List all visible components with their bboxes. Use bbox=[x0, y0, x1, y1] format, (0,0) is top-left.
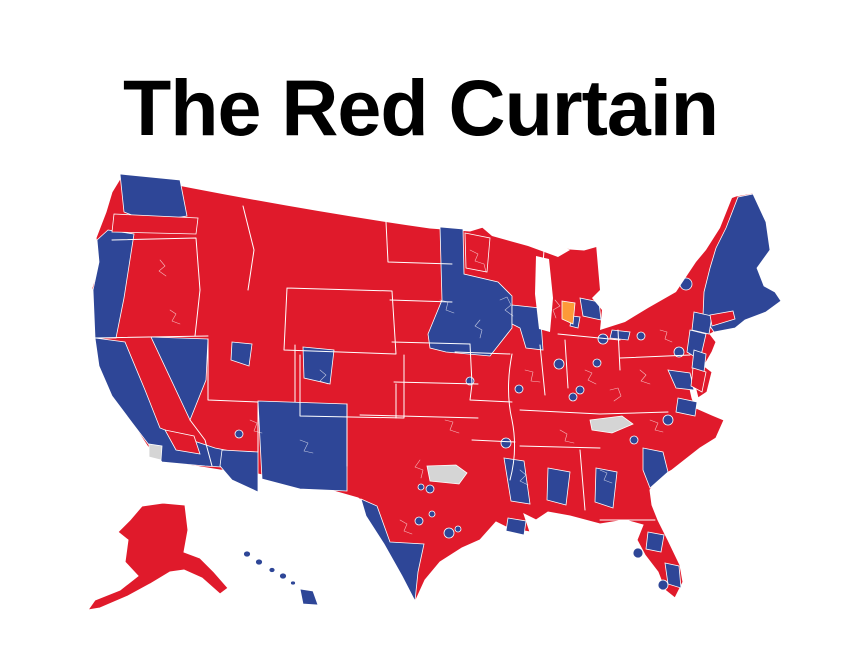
east-tennessee-gray-district bbox=[589, 415, 634, 434]
hawaii-kauai bbox=[243, 550, 251, 558]
eastern-shore-district bbox=[690, 367, 707, 393]
cleveland-district bbox=[609, 329, 631, 341]
phoenix-district bbox=[234, 429, 244, 439]
alaska bbox=[86, 502, 229, 611]
philadelphia-district bbox=[673, 346, 685, 358]
water-layer bbox=[478, 193, 734, 332]
san-antonio-district bbox=[414, 516, 424, 526]
denver-districts bbox=[302, 346, 335, 385]
state-borders-layer bbox=[94, 205, 691, 521]
nyc-districts bbox=[691, 311, 713, 335]
long-island-districts bbox=[709, 310, 736, 327]
tampa-district bbox=[632, 547, 644, 559]
lake-superior bbox=[478, 219, 570, 257]
new-england-districts bbox=[702, 193, 782, 333]
fort-worth-district bbox=[417, 483, 425, 491]
columbus-district bbox=[592, 358, 602, 368]
red-overlay-layer bbox=[111, 213, 736, 455]
new-orleans-district bbox=[505, 517, 527, 536]
central-michigan-orange-district bbox=[561, 300, 576, 325]
northern-minnesota-district bbox=[464, 232, 491, 273]
gray-districts-layer bbox=[148, 415, 634, 485]
charlotte-district bbox=[629, 435, 639, 445]
orlando-district bbox=[645, 531, 665, 553]
cincinnati-district bbox=[575, 385, 585, 395]
south-florida-districts bbox=[664, 562, 682, 589]
blue-districts-layer bbox=[92, 173, 782, 606]
dc-nova-districts bbox=[667, 369, 695, 391]
arizona-border-district bbox=[219, 449, 259, 493]
minnesota-iowa-districts bbox=[427, 226, 513, 357]
austin-district bbox=[428, 510, 436, 518]
salt-lake-district bbox=[230, 341, 253, 367]
great-lakes-canada bbox=[592, 193, 734, 330]
page-title: The Red Curtain bbox=[122, 63, 719, 152]
southern-california-gray-district bbox=[148, 443, 163, 461]
st-louis-district bbox=[514, 384, 524, 394]
louisville-district bbox=[568, 392, 578, 402]
nevada-districts bbox=[150, 336, 209, 422]
lake-michigan bbox=[535, 256, 553, 332]
indianapolis-district bbox=[553, 358, 565, 370]
hawaii-lanai bbox=[290, 580, 296, 586]
mississippi-delta-district bbox=[503, 457, 531, 505]
houston-district-2 bbox=[454, 525, 462, 533]
richmond-tidewater-districts bbox=[675, 397, 698, 417]
memphis-district bbox=[500, 437, 512, 449]
charleston-sc-district bbox=[642, 447, 669, 489]
syracuse-district bbox=[636, 331, 646, 341]
district-lines-texture bbox=[158, 249, 673, 535]
new-mexico-districts bbox=[257, 400, 348, 492]
raleigh-district bbox=[662, 414, 674, 426]
dallas-district bbox=[425, 484, 435, 494]
orange-district-layer bbox=[561, 300, 576, 325]
inland-socal-districts bbox=[164, 429, 201, 455]
southwest-washington-districts bbox=[111, 213, 199, 235]
northeast-texas-gray-district bbox=[426, 464, 468, 485]
hawaii-oahu bbox=[255, 558, 263, 566]
birmingham-district bbox=[546, 467, 571, 506]
atlanta-districts bbox=[594, 467, 618, 509]
hawaii-maui bbox=[279, 572, 287, 580]
houston-district bbox=[443, 527, 455, 539]
rio-grande-border-districts bbox=[360, 498, 425, 603]
hawaii-big-island bbox=[299, 588, 319, 606]
hawaii-molokai bbox=[268, 567, 276, 573]
miami-district bbox=[657, 579, 669, 591]
